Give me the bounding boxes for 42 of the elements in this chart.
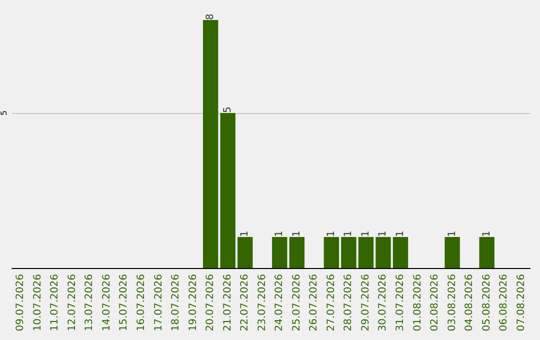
x-tick-label: 17.07.2026 bbox=[153, 274, 164, 332]
x-tick-label: 26.07.2026 bbox=[308, 274, 320, 332]
x-tick-label: 05.08.2026 bbox=[481, 274, 492, 332]
x-tick-label: 18.07.2026 bbox=[170, 274, 182, 332]
data-label: 1 bbox=[274, 230, 286, 237]
data-label: 1 bbox=[446, 230, 458, 237]
data-label: 1 bbox=[360, 230, 372, 237]
x-tick-label: 07.08.2026 bbox=[516, 274, 527, 332]
data-label: 1 bbox=[343, 230, 354, 237]
x-tick-label: 10.07.2026 bbox=[32, 274, 44, 332]
x-tick-label: 01.08.2026 bbox=[412, 274, 424, 332]
x-tick-label: 14.07.2026 bbox=[101, 274, 112, 332]
x-tick-label: 06.08.2026 bbox=[498, 274, 510, 332]
x-tick-label: 30.07.2026 bbox=[378, 274, 389, 332]
x-tick-label: 09.07.2026 bbox=[15, 274, 26, 332]
x-tick-label: 02.08.2026 bbox=[430, 274, 441, 332]
data-label: 1 bbox=[481, 230, 492, 237]
data-label: 1 bbox=[378, 230, 389, 237]
x-tick-label: 19.07.2026 bbox=[188, 274, 199, 332]
data-label: 1 bbox=[326, 230, 337, 237]
data-label: 1 bbox=[395, 230, 406, 237]
x-tick-label: 23.07.2026 bbox=[256, 274, 268, 332]
x-tick-label: 21.07.2026 bbox=[222, 274, 234, 332]
x-tick-label: 28.07.2026 bbox=[343, 274, 354, 332]
x-tick-label: 24.07.2026 bbox=[274, 274, 286, 332]
x-tick-label: 22.07.2026 bbox=[240, 274, 251, 332]
x-tick-label: 12.07.2026 bbox=[66, 274, 78, 332]
x-tick-label: 15.07.2026 bbox=[118, 274, 130, 332]
x-tick-label: 16.07.2026 bbox=[136, 274, 147, 332]
x-tick-label: 03.08.2026 bbox=[446, 274, 458, 332]
data-label: 5 bbox=[222, 106, 234, 113]
x-tick-label: 13.07.2026 bbox=[84, 274, 96, 332]
x-tick-label: 31.07.2026 bbox=[395, 274, 406, 332]
data-label: 1 bbox=[240, 230, 251, 237]
data-label: 8 bbox=[205, 14, 216, 20]
x-tick-label: 27.07.2026 bbox=[326, 274, 337, 332]
x-tick-label: 20.07.2026 bbox=[205, 274, 216, 332]
data-label: 1 bbox=[291, 230, 302, 237]
x-tick-label: 04.08.2026 bbox=[464, 274, 476, 332]
x-tick-label: 29.07.2026 bbox=[360, 274, 372, 332]
x-tick-label: 25.07.2026 bbox=[291, 274, 302, 332]
x-tick-label: 11.07.2026 bbox=[50, 274, 61, 332]
